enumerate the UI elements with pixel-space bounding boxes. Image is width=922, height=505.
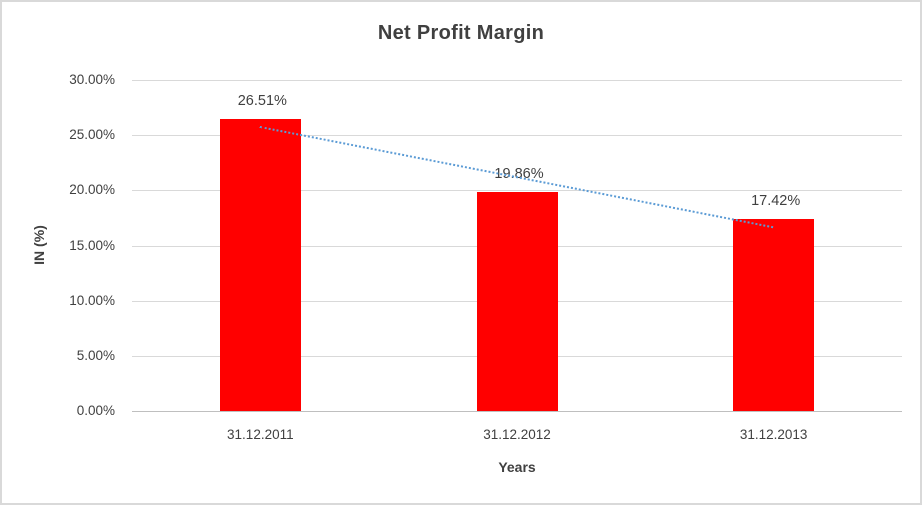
x-tick-label: 31.12.2013 bbox=[739, 427, 808, 442]
y-tick-label: 15.00% bbox=[69, 237, 115, 253]
bar-31.12.2012 bbox=[476, 191, 558, 411]
y-tick-label: 10.00% bbox=[69, 292, 115, 308]
bar-31.12.2011 bbox=[219, 118, 301, 411]
gridline bbox=[132, 190, 902, 192]
bar-31.12.2013 bbox=[733, 218, 815, 411]
y-tick-label: 25.00% bbox=[69, 127, 115, 143]
chart-title: Net Profit Margin bbox=[377, 22, 545, 44]
y-tick-label: 30.00% bbox=[69, 72, 115, 87]
bar-value-label: 26.51% bbox=[237, 92, 287, 109]
y-tick-label: 5.00% bbox=[76, 347, 115, 363]
y-tick-label: 0.00% bbox=[76, 403, 115, 418]
x-tick-label: 31.12.2011 bbox=[227, 427, 294, 442]
x-tick-label: 31.12.2012 bbox=[483, 427, 551, 442]
gridline bbox=[132, 135, 902, 137]
plot-area: 26.51% 19.86% 17.42% bbox=[132, 80, 902, 412]
y-tick-label: 20.00% bbox=[69, 182, 115, 198]
bar-value-label: 19.86% bbox=[494, 165, 544, 182]
x-axis-title: Years bbox=[498, 459, 536, 475]
bar-value-label: 17.42% bbox=[751, 192, 801, 209]
gridline bbox=[132, 80, 902, 81]
x-axis-line bbox=[132, 411, 902, 412]
y-axis: 0.00% 5.00% 10.00% 15.00% 20.00% 25.00% 30.00% bbox=[2, 2, 115, 503]
